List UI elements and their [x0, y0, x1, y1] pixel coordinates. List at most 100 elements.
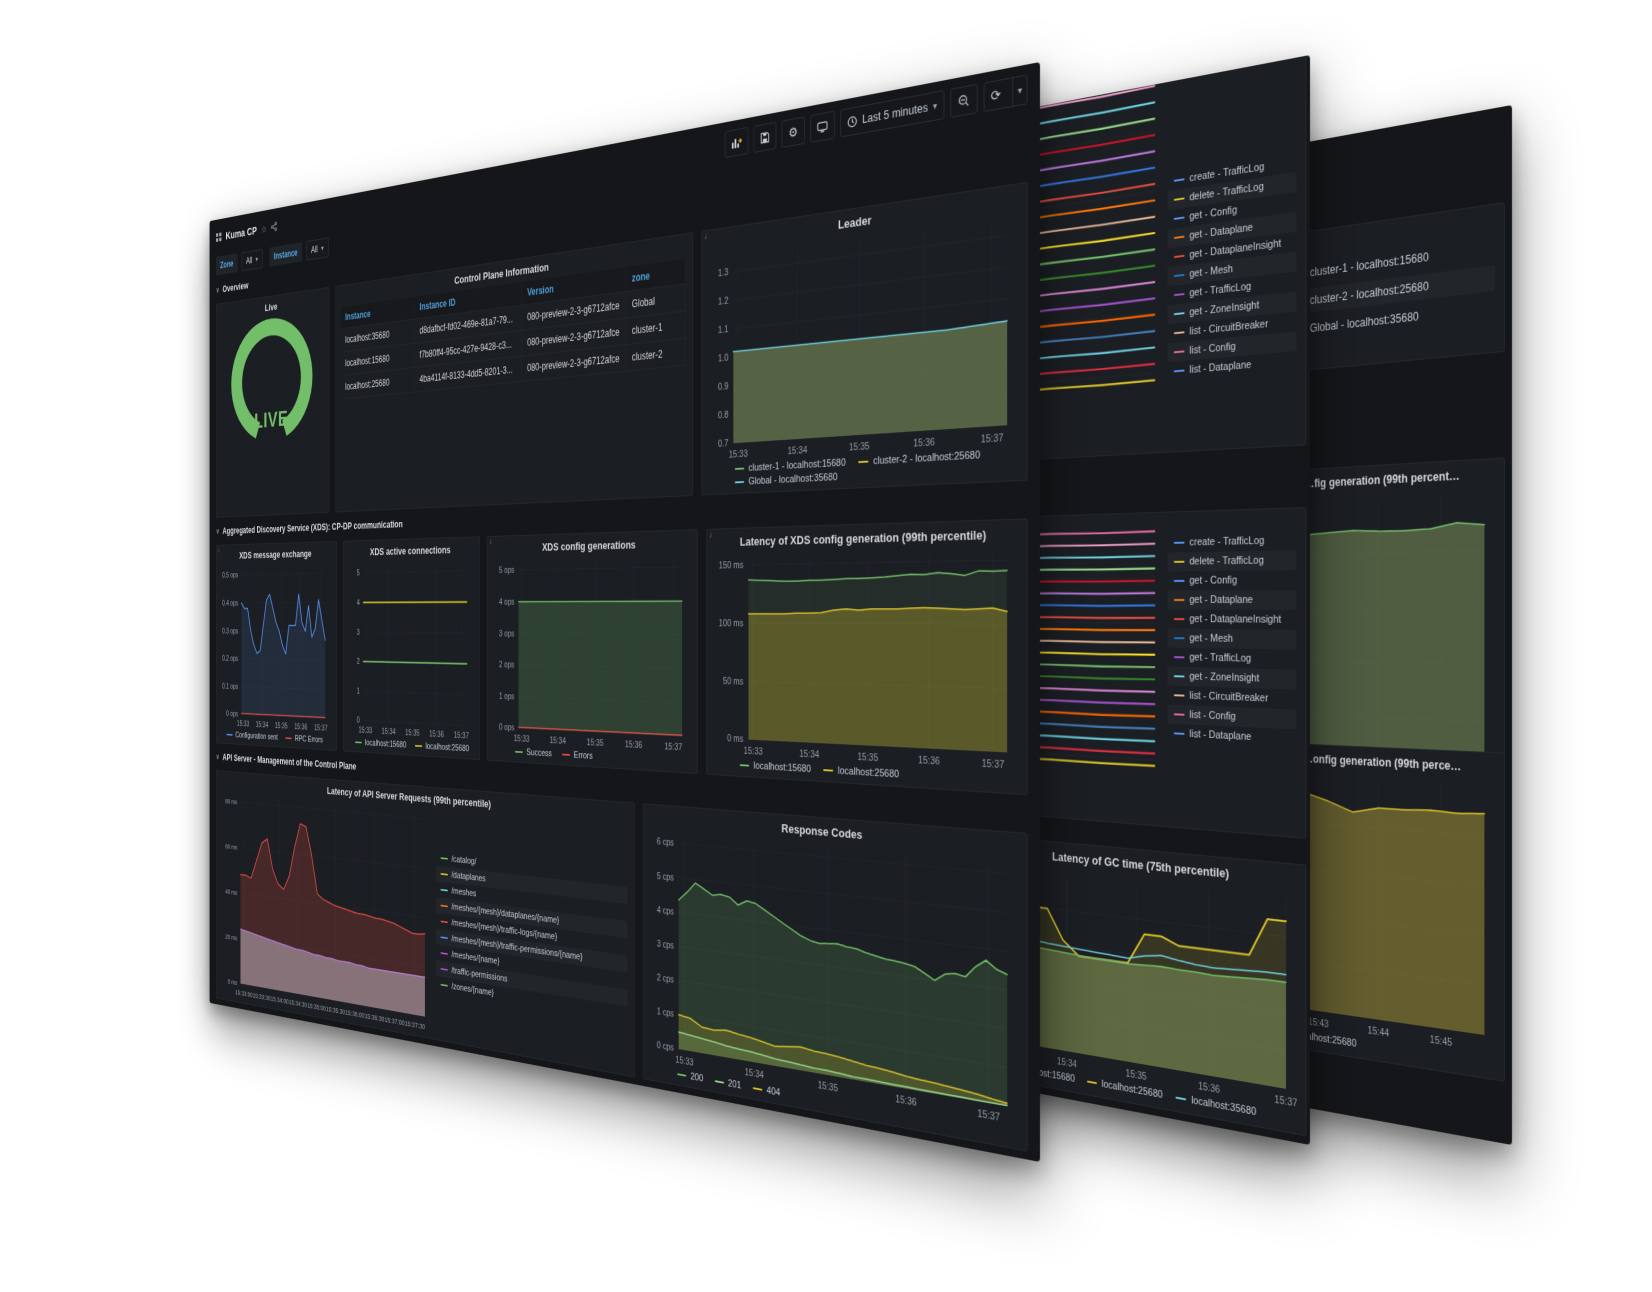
- legend-item[interactable]: get - Config: [1167, 570, 1296, 590]
- legend-label: create - TrafficLog: [1189, 535, 1265, 549]
- xds-latency-back-2-chart[interactable]: 15:43 15:44 15:45: [1274, 765, 1495, 1056]
- legend-swatch: [734, 467, 745, 470]
- tv-mode-button[interactable]: [810, 110, 835, 143]
- svg-text:0.4 ops: 0.4 ops: [222, 598, 238, 607]
- refresh-button[interactable]: ⟳ ▾: [983, 74, 1028, 112]
- legend-item[interactable]: get - Dataplane: [1167, 590, 1296, 610]
- legend-item[interactable]: localhost:15680: [355, 738, 406, 750]
- legend-item[interactable]: localhost:25680: [823, 765, 899, 780]
- zone-variable-select[interactable]: All ▾: [241, 248, 263, 272]
- svg-text:15:37: 15:37: [977, 1107, 1000, 1123]
- legend-label: list - CircuitBreaker: [1189, 690, 1269, 705]
- share-icon[interactable]: [271, 221, 277, 233]
- legend-swatch: [1173, 694, 1185, 697]
- svg-text:15:34: 15:34: [799, 748, 819, 761]
- panel-xds-latency-back-2: …onfig generation (99th perce… 15:43 15:4…: [1265, 742, 1505, 1082]
- svg-text:15:37: 15:37: [454, 730, 469, 741]
- svg-text:15:35: 15:35: [849, 440, 870, 453]
- chart-svg: 15:34 15:35 15:36 15:37: [995, 859, 1298, 1109]
- legend-swatch: [1173, 197, 1185, 201]
- legend-label: get - Mesh: [1189, 632, 1234, 645]
- zone-variable-value: All: [245, 255, 253, 267]
- svg-text:15:33: 15:33: [237, 719, 250, 729]
- table-cell: cluster-2: [626, 338, 686, 372]
- legend-swatch: [1173, 350, 1185, 354]
- panel-xds-config-generations: i XDS config generations 0 ops 1 ops 2 ops…: [487, 529, 698, 775]
- legend-item[interactable]: create - TrafficLog: [1167, 530, 1296, 552]
- legend-label: list - Dataplane: [1189, 359, 1252, 376]
- svg-text:0 ms: 0 ms: [228, 977, 238, 987]
- svg-text:15:35: 15:35: [587, 737, 604, 749]
- gc-time-chart[interactable]: 15:34 15:35 15:36 15:37: [995, 859, 1298, 1110]
- legend-item[interactable]: 201: [714, 1076, 741, 1091]
- svg-text:15:44: 15:44: [1368, 1024, 1390, 1039]
- legend-swatch: [752, 1087, 763, 1091]
- instance-variable-select[interactable]: All ▾: [305, 237, 329, 261]
- legend-label: get - Mesh: [1189, 263, 1234, 281]
- settings-gear-button[interactable]: ⚙: [781, 116, 805, 148]
- svg-text:3 cps: 3 cps: [657, 938, 674, 951]
- legend-item[interactable]: get - DataplaneInsight: [1167, 610, 1296, 630]
- svg-text:0: 0: [357, 715, 360, 725]
- xds-config-generations-chart[interactable]: 0 ops 1 ops 2 ops 3 ops 4 ops 5 ops 15:33 15:34…: [494, 551, 691, 754]
- svg-text:0.7: 0.7: [718, 438, 729, 450]
- legend-item[interactable]: Configuration sent: [226, 730, 278, 742]
- leader-chart[interactable]: 0.7 0.8 0.9 1.0 1.1 1.2 1.3 15:33 15:34 15:35 15:3…: [709, 208, 1018, 462]
- legend-label: RPC Errors: [294, 734, 323, 745]
- xds-active-connections-chart[interactable]: 0 1 2 3 4 5 15:33 15:34 15:35 15:36 15:37: [349, 557, 474, 742]
- legend-label: /meshes: [451, 886, 477, 899]
- api-server-latency-chart[interactable]: 0 ms 20 ms 40 ms 60 ms 80 ms 15:33:00 15:33:30…: [221, 789, 432, 1034]
- info-icon[interactable]: i: [489, 537, 492, 546]
- info-icon[interactable]: i: [218, 546, 220, 554]
- svg-text:15:34: 15:34: [1057, 1055, 1077, 1070]
- svg-text:0.8: 0.8: [718, 409, 729, 421]
- legend-item[interactable]: cluster-2 - localhost:25680: [858, 449, 980, 467]
- panel-leader: i Leader 0.7 0.8 0.9 1.0 1.1 1.2 1.3 15:33 15:34…: [701, 181, 1028, 496]
- legend-item[interactable]: localhost:25680: [414, 741, 469, 754]
- legend-swatch: [1175, 1096, 1187, 1101]
- add-panel-button[interactable]: [725, 126, 749, 158]
- legend-swatch: [1173, 216, 1185, 220]
- legend-item[interactable]: Global - localhost:35680: [734, 472, 838, 488]
- legend-item[interactable]: 404: [752, 1083, 780, 1099]
- svg-text:15:36: 15:36: [294, 722, 307, 732]
- refresh-interval-dropdown[interactable]: ▾: [1012, 75, 1027, 106]
- refresh-icon[interactable]: ⟳: [990, 85, 1001, 104]
- svg-text:15:35: 15:35: [818, 1079, 839, 1094]
- legend-item[interactable]: Errors: [561, 750, 593, 761]
- instance-variable-label: Instance: [269, 242, 303, 267]
- panel-title[interactable]: XDS message exchange: [239, 547, 312, 561]
- svg-text:3 ops: 3 ops: [499, 628, 514, 638]
- star-icon[interactable]: ☆: [261, 222, 267, 235]
- info-icon[interactable]: i: [704, 231, 707, 242]
- panel-title[interactable]: XDS active connections: [369, 543, 451, 558]
- legend-swatch: [1173, 675, 1185, 678]
- section-chevron-icon: ∨: [215, 527, 220, 536]
- info-icon[interactable]: i: [709, 530, 712, 540]
- chart-svg: 0.7 0.8 0.9 1.0 1.1 1.2 1.3 15:33 15:34 15:35 15:3…: [718, 208, 1018, 460]
- save-dashboard-button[interactable]: [753, 121, 777, 153]
- panel-xds-active-connections: XDS active connections 0 1 2 3 4 5 15:33 15:34 1…: [343, 536, 481, 761]
- svg-text:15:35: 15:35: [857, 751, 878, 764]
- legend-swatch: [1173, 541, 1185, 544]
- latency-xds-config-chart[interactable]: 0 ms 50 ms 100 ms 150 ms 15:33 15:34 15:35 15:3…: [714, 544, 1018, 773]
- legend-item[interactable]: Success: [514, 747, 552, 759]
- xds-message-exchange-chart[interactable]: 0 ops 0.1 ops 0.2 ops 0.3 ops 0.4 ops 0.5 ops…: [221, 560, 331, 734]
- svg-text:15:34: 15:34: [256, 720, 269, 730]
- svg-text:1 ops: 1 ops: [499, 691, 514, 702]
- svg-text:1.2: 1.2: [718, 295, 729, 307]
- zoom-out-button[interactable]: [950, 83, 978, 118]
- legend-item[interactable]: delete - TrafficLog: [1167, 550, 1296, 571]
- clusters-legend-panel: cluster-1 - localhost:15680 cluster-2 - l…: [1280, 202, 1505, 374]
- section-label: Aggregated Discovery Service (XDS): CP-D…: [222, 518, 403, 537]
- legend-swatch: [1173, 369, 1185, 373]
- methods-legend: create - TrafficLog delete - TrafficLog ge…: [1167, 530, 1296, 827]
- legend-swatch: [677, 1073, 687, 1077]
- legend-item[interactable]: localhost:15680: [739, 760, 811, 775]
- response-codes-chart[interactable]: 0 cps 1 cps 2 cps 3 cps 4 cps 5 cps 6 cps 15:33…: [650, 825, 1018, 1128]
- legend-item[interactable]: 200: [677, 1069, 703, 1084]
- legend-item[interactable]: get - Mesh: [1167, 629, 1296, 650]
- svg-text:150 ms: 150 ms: [719, 559, 744, 571]
- svg-text:0 ms: 0 ms: [727, 733, 743, 745]
- legend-item[interactable]: RPC Errors: [285, 734, 323, 745]
